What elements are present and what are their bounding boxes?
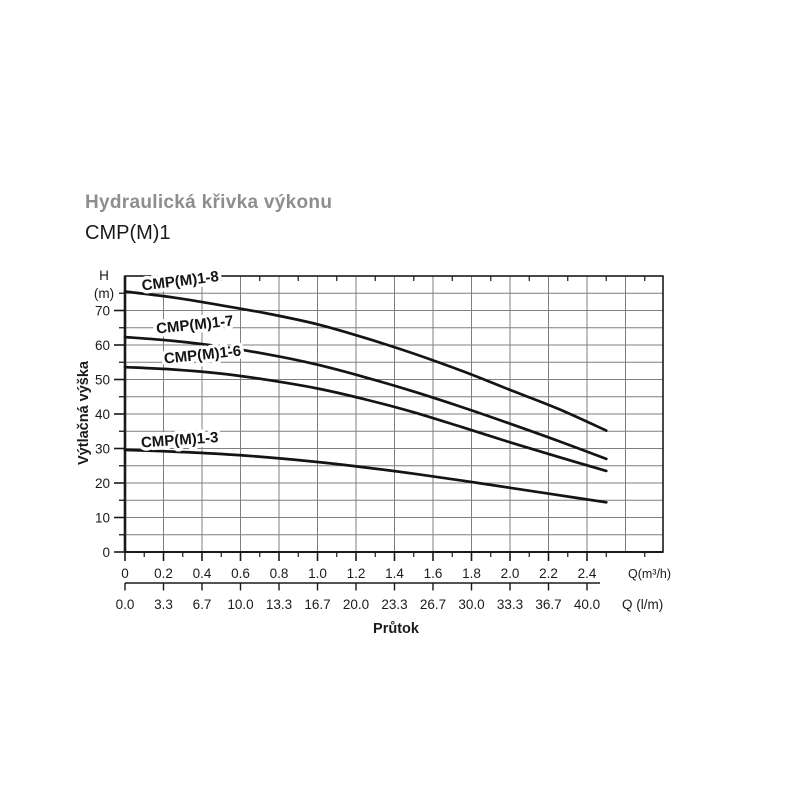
curve-CMP(M)1-6: [123, 365, 608, 473]
x-tick-label-m3h: 1.6: [424, 566, 443, 581]
model-subtitle: CMP(M)1: [85, 222, 171, 244]
x-tick-label-lm: 30.0: [458, 597, 484, 612]
x-tick-label-lm: 33.3: [497, 597, 523, 612]
x-tick-label-m3h: 1.2: [347, 566, 366, 581]
x-tick-label-lm: 16.7: [304, 597, 330, 612]
y-tick-label: 50: [95, 372, 110, 387]
x-tick-label-m3h: 0.6: [231, 566, 250, 581]
curve-CMP(M)1-7: [123, 335, 608, 461]
x-tick-label-m3h: 0.8: [270, 566, 289, 581]
x-tick-label-lm: 0.0: [116, 597, 135, 612]
x-tick-label-lm: 40.0: [574, 597, 600, 612]
curve-CMP(M)1-3: [123, 448, 608, 504]
x-unit-lm: Q (l/m): [622, 597, 663, 612]
grid: [125, 276, 663, 552]
x-tick-label-lm: 13.3: [266, 597, 292, 612]
x-axis-m3h: 0 0.2 0.4 0.6 0.8 1.0 1.2 1.4 1.6 1.8 2.0 2.2 2.4 Q(m…: [121, 552, 671, 581]
y-unit-m: (m): [94, 286, 114, 301]
y-tick-label: 40: [95, 407, 110, 422]
y-tick-label: 30: [95, 441, 110, 456]
y-tick-label: 0: [102, 545, 110, 560]
x-tick-label-m3h: 0.4: [193, 566, 212, 581]
x-axis-lm: 0.0 3.3 6.7 10.0 13.3 16.7 20.0 23.3 26.7 30.0 33.…: [116, 582, 663, 612]
x-tick-label-lm: 10.0: [227, 597, 253, 612]
curves: [123, 290, 608, 504]
y-unit-H: H: [99, 268, 109, 283]
curve-label-CMP(M)1-6: CMP(M)1-6: [163, 343, 242, 368]
x-axis-top-minor-ticks: [143, 276, 646, 281]
y-tick-label: 20: [95, 476, 110, 491]
x-tick-label-m3h: 1.8: [462, 566, 481, 581]
x-axis-title: Průtok: [373, 621, 420, 637]
y-axis: 0 10 20 30 40 50 60 70: [95, 292, 125, 560]
curve-CMP(M)1-8: [123, 290, 608, 432]
x-tick-label-m3h: 2.4: [578, 566, 597, 581]
y-tick-label: 70: [95, 303, 110, 318]
y-tick-label: 10: [95, 510, 110, 525]
x-tick-label-m3h: 1.4: [385, 566, 404, 581]
y-axis-title: Výtlačná výška: [76, 360, 92, 465]
page-title: Hydraulická křivka výkonu: [85, 192, 333, 213]
y-tick-label: 60: [95, 338, 110, 353]
x-tick-label-lm: 26.7: [420, 597, 446, 612]
x-tick-label-m3h: 2.0: [501, 566, 520, 581]
x-tick-label-lm: 3.3: [154, 597, 173, 612]
x-tick-label-m3h: 0: [121, 566, 129, 581]
x-tick-label-lm: 23.3: [381, 597, 407, 612]
curve-label-CMP(M)1-8: CMP(M)1-8: [141, 268, 220, 294]
x-tick-label-m3h: 0.2: [154, 566, 173, 581]
x-tick-label-lm: 20.0: [343, 597, 369, 612]
x-unit-m3h: Q(m³/h): [628, 567, 671, 581]
curve-label-CMP(M)1-7: CMP(M)1-7: [155, 313, 234, 338]
x-tick-label-m3h: 2.2: [539, 566, 558, 581]
x-tick-label-lm: 36.7: [535, 597, 561, 612]
x-tick-label-lm: 6.7: [193, 597, 212, 612]
x-tick-label-m3h: 1.0: [308, 566, 327, 581]
